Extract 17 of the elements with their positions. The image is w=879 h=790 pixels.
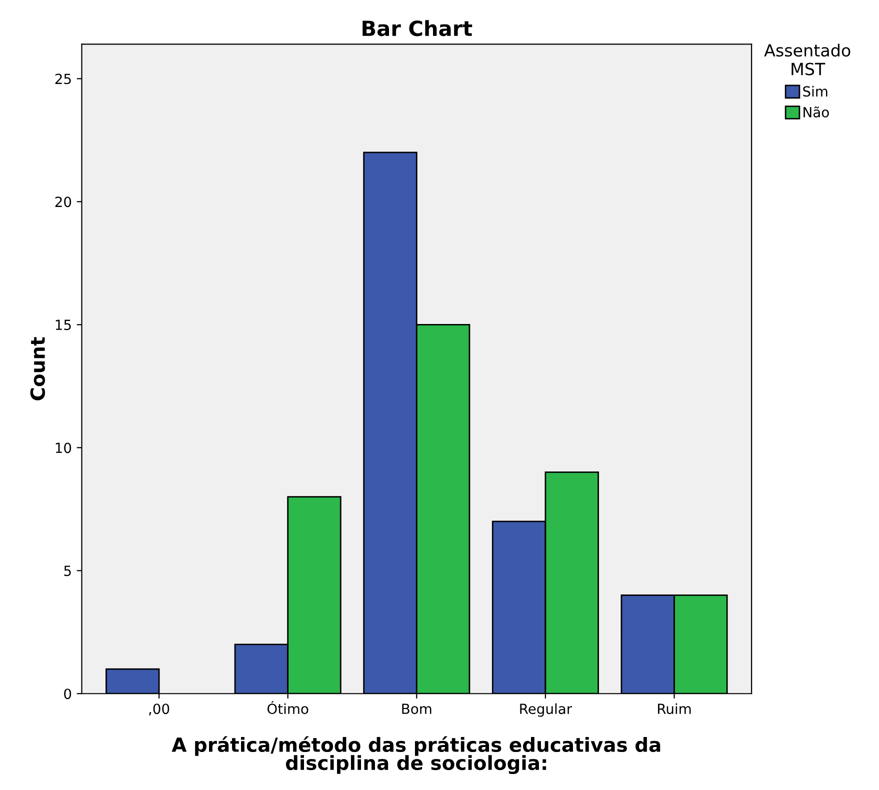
y-tick-label: 20 [55,196,72,208]
legend-label: Não [804,106,829,118]
x-tick-label: ,00 [149,704,170,716]
x-tick-label: Regular [520,703,572,717]
y-axis-title: Count [30,337,46,400]
y-tick-label: 15 [56,320,71,330]
y-tick-label: 10 [56,442,72,454]
legend-title: Assentado MST [764,44,850,76]
y-tick-label: 25 [55,74,71,84]
x-tick-label: Ruim [658,703,691,714]
y-tick-label: 0 [64,688,72,700]
legend-label: Sim [803,86,828,97]
x-axis-title: A prática/método das práticas educativas da disciplina de sociologia: [172,736,660,774]
chart-title: Bar Chart [362,20,472,36]
x-tick-label: Ótimo [267,701,308,714]
x-tick-label: Bom [402,704,432,714]
y-tick-label: 5 [64,566,71,576]
